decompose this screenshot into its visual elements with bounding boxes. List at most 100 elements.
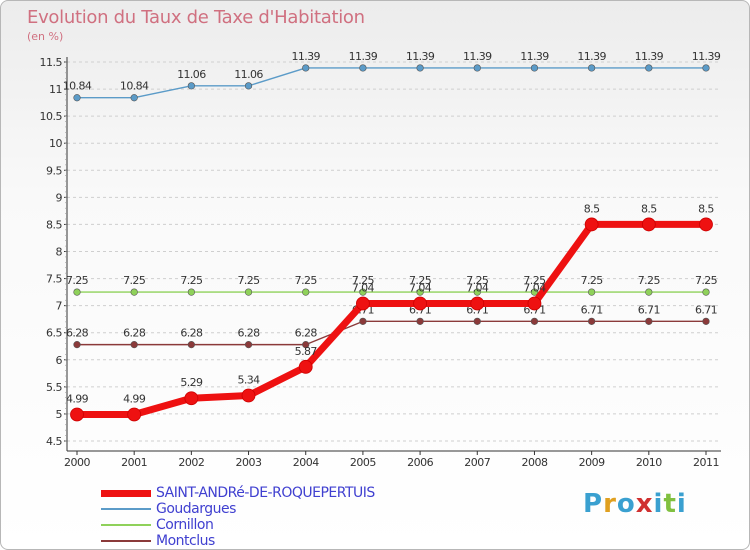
data-point	[641, 217, 656, 232]
data-point	[645, 317, 653, 325]
data-point	[244, 82, 253, 90]
data-label: 7.25	[581, 274, 604, 287]
y-tick-label: 11	[49, 83, 62, 96]
data-point	[530, 317, 539, 325]
data-point	[130, 94, 138, 102]
y-tick-label: 9	[56, 191, 63, 204]
data-label: 7.25	[638, 274, 661, 287]
data-point	[702, 288, 710, 296]
data-label: 6.71	[581, 303, 603, 316]
data-label: 6.28	[237, 327, 260, 340]
x-tick-label: 2008	[521, 456, 547, 469]
data-point	[702, 64, 710, 72]
data-label: 6.71	[695, 303, 717, 316]
data-label: 8.5	[641, 202, 657, 215]
x-tick-label: 2011	[693, 456, 719, 469]
data-label: 7.25	[180, 274, 203, 287]
data-point	[244, 288, 253, 296]
x-tick-label: 2005	[350, 456, 376, 469]
data-label: 11.39	[349, 50, 378, 63]
data-point	[73, 288, 81, 296]
data-point	[73, 94, 81, 102]
data-point	[470, 296, 485, 311]
data-label: 10.84	[120, 80, 149, 93]
data-point	[530, 288, 539, 296]
data-label: 7.25	[237, 274, 260, 287]
data-label: 7.25	[523, 274, 546, 287]
data-label: 6.71	[638, 303, 660, 316]
data-label: 11.39	[692, 50, 721, 63]
series-line	[73, 220, 710, 418]
data-label: 11.39	[291, 50, 320, 63]
data-point	[359, 64, 367, 72]
data-point	[130, 288, 138, 296]
data-label: 5.87	[295, 345, 318, 358]
data-label: 5.34	[237, 374, 260, 387]
series-line	[76, 320, 707, 346]
x-tick-label: 2000	[64, 456, 90, 469]
chart-title: Evolution du Taux de Taxe d'Habitation	[27, 7, 365, 28]
legend-item-cornillon: Cornillon	[101, 517, 441, 533]
data-point	[241, 388, 256, 403]
legend-swatch-saint-andre	[101, 490, 151, 497]
data-point	[187, 341, 195, 349]
data-label: 11.39	[406, 50, 435, 63]
x-tick-label: 2002	[178, 456, 204, 469]
data-label: 11.06	[177, 68, 206, 81]
data-label: 7.04	[523, 281, 546, 294]
y-tick-label: 7	[56, 300, 63, 313]
data-label: 11.39	[635, 50, 664, 63]
y-tick-label: 11.5	[40, 56, 63, 69]
data-point	[127, 407, 142, 422]
data-point	[530, 64, 539, 72]
data-label: 7.25	[409, 274, 432, 287]
data-point	[473, 288, 481, 296]
legend-label-saint-andre: SAINT-ANDRé-DE-ROQUEPERTUIS	[156, 485, 375, 501]
chart-unit-label: (en %)	[27, 30, 64, 43]
legend-swatch-cornillon	[101, 524, 151, 526]
x-tick-label: 2004	[293, 456, 319, 469]
logo-letter: i	[653, 489, 664, 519]
legend-item-saint-andre: SAINT-ANDRé-DE-ROQUEPERTUIS	[101, 485, 441, 501]
data-point	[302, 64, 310, 72]
legend-label-cornillon: Cornillon	[156, 517, 214, 533]
data-point	[356, 296, 370, 311]
data-point	[416, 288, 424, 296]
legend-swatch-goudargues	[101, 508, 151, 510]
data-point	[527, 296, 542, 311]
data-point	[588, 317, 596, 325]
x-tick-label: 2010	[636, 456, 662, 469]
data-label: 6.28	[123, 327, 146, 340]
y-tick-label: 10	[49, 137, 62, 150]
logo-letter: i	[676, 489, 687, 519]
data-label: 4.99	[66, 392, 89, 405]
x-tick-label: 2001	[121, 456, 147, 469]
data-point	[359, 317, 367, 325]
data-label: 7.25	[466, 274, 489, 287]
x-tick-label: 2003	[236, 456, 262, 469]
data-point	[645, 64, 653, 72]
y-tick-label: 10.5	[40, 110, 63, 123]
data-label: 7.25	[352, 274, 375, 287]
y-tick-label: 6.5	[46, 327, 62, 340]
data-point	[416, 317, 424, 325]
data-label: 7.04	[409, 281, 432, 294]
data-label: 6.28	[295, 327, 318, 340]
proxiti-logo[interactable]: Proxiti	[583, 489, 687, 519]
y-tick-label: 8	[56, 246, 63, 259]
data-point	[588, 288, 596, 296]
data-label: 11.06	[234, 68, 263, 81]
data-point	[244, 341, 253, 349]
data-label: 7.25	[295, 274, 318, 287]
data-point	[187, 288, 195, 296]
data-point	[416, 64, 424, 72]
logo-letter: x	[635, 489, 654, 519]
logo-letter: r	[603, 489, 617, 519]
data-point	[187, 82, 195, 90]
data-label: 11.39	[577, 50, 606, 63]
legend-item-goudargues: Goudargues	[101, 501, 441, 517]
data-point	[584, 217, 599, 232]
data-point	[702, 317, 710, 325]
